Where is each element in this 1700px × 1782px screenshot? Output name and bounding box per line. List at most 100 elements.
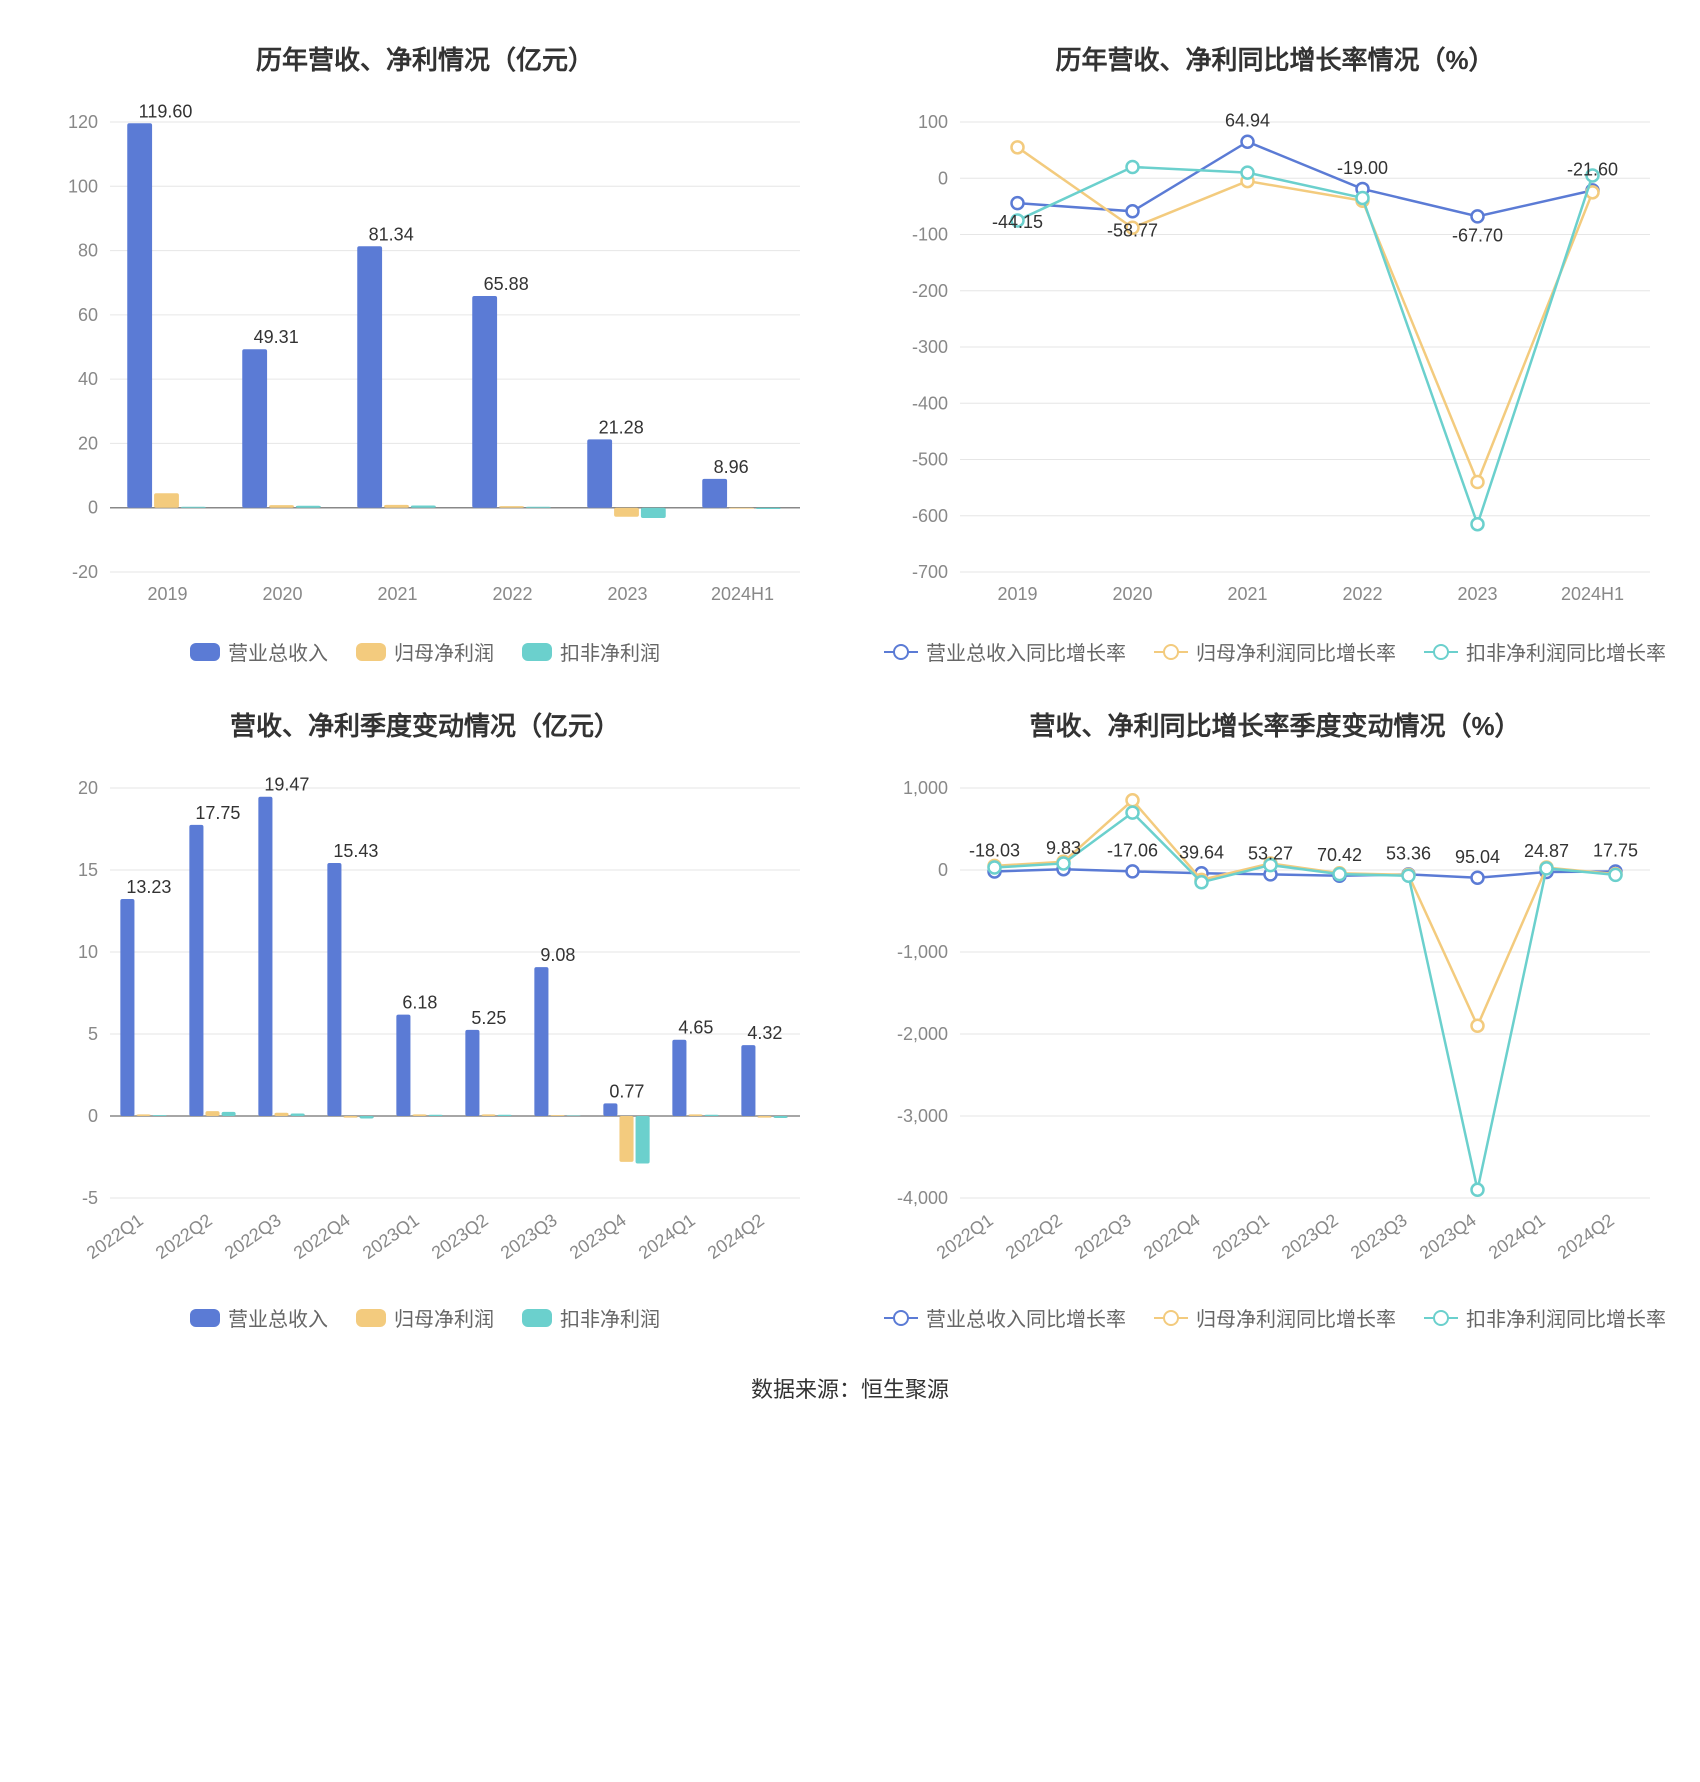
legend-item: 归母净利润 xyxy=(356,637,494,666)
svg-text:9.83: 9.83 xyxy=(1046,838,1081,858)
svg-text:-67.70: -67.70 xyxy=(1452,225,1503,245)
svg-text:0: 0 xyxy=(938,860,948,880)
legend-swatch xyxy=(190,643,220,661)
chart2-canvas: -700-600-500-400-300-200-1000100-44.15-5… xyxy=(880,102,1670,622)
svg-text:2024Q1: 2024Q1 xyxy=(1485,1210,1549,1263)
svg-text:2024Q2: 2024Q2 xyxy=(704,1210,768,1263)
chart3-canvas: -50510152013.2317.7519.4715.436.185.259.… xyxy=(30,768,820,1288)
svg-text:2020: 2020 xyxy=(1112,584,1152,604)
panel-quarterly-revenue: 营收、净利季度变动情况（亿元） -50510152013.2317.7519.4… xyxy=(30,706,820,1332)
svg-text:2023: 2023 xyxy=(607,584,647,604)
svg-text:0: 0 xyxy=(88,498,98,518)
svg-text:0: 0 xyxy=(88,1106,98,1126)
legend-item: 扣非净利润 xyxy=(522,1303,660,1332)
svg-text:120: 120 xyxy=(68,112,98,132)
svg-text:2022Q3: 2022Q3 xyxy=(1071,1210,1135,1263)
svg-text:-1,000: -1,000 xyxy=(897,942,948,962)
svg-text:60: 60 xyxy=(78,305,98,325)
legend-swatch xyxy=(522,1309,552,1327)
legend-item: 扣非净利润同比增长率 xyxy=(1424,637,1666,666)
chart4-canvas: -4,000-3,000-2,000-1,00001,000-18.039.83… xyxy=(880,768,1670,1288)
legend-item: 归母净利润同比增长率 xyxy=(1154,1303,1396,1332)
legend-label: 营业总收入 xyxy=(228,1303,328,1332)
svg-text:-44.15: -44.15 xyxy=(992,212,1043,232)
svg-text:2024Q2: 2024Q2 xyxy=(1554,1210,1618,1263)
legend-item: 扣非净利润 xyxy=(522,637,660,666)
svg-text:2023Q1: 2023Q1 xyxy=(359,1210,423,1263)
svg-text:19.47: 19.47 xyxy=(264,775,309,795)
chart1-title: 历年营收、净利情况（亿元） xyxy=(30,40,820,77)
svg-text:2022Q2: 2022Q2 xyxy=(1002,1210,1066,1263)
svg-text:-21.60: -21.60 xyxy=(1567,159,1618,179)
legend-label: 营业总收入 xyxy=(228,637,328,666)
chart3-title: 营收、净利季度变动情况（亿元） xyxy=(30,706,820,743)
svg-text:53.27: 53.27 xyxy=(1248,843,1293,863)
svg-text:2024H1: 2024H1 xyxy=(1561,584,1624,604)
svg-text:39.64: 39.64 xyxy=(1179,842,1224,862)
chart4-legend: 营业总收入同比增长率归母净利润同比增长率扣非净利润同比增长率 xyxy=(880,1303,1670,1332)
legend-swatch xyxy=(1424,1317,1458,1319)
legend-swatch xyxy=(522,643,552,661)
svg-text:0: 0 xyxy=(938,168,948,188)
svg-text:-20: -20 xyxy=(72,562,98,582)
legend-label: 归母净利润 xyxy=(394,637,494,666)
svg-text:10: 10 xyxy=(78,942,98,962)
legend-swatch xyxy=(1154,651,1188,653)
svg-text:2022Q4: 2022Q4 xyxy=(290,1210,354,1263)
svg-text:24.87: 24.87 xyxy=(1524,841,1569,861)
chart-grid: 历年营收、净利情况（亿元） -20020406080100120119.6049… xyxy=(30,40,1670,1332)
svg-text:15.43: 15.43 xyxy=(333,841,378,861)
svg-text:8.96: 8.96 xyxy=(714,457,749,477)
legend-label: 归母净利润 xyxy=(394,1303,494,1332)
svg-text:40: 40 xyxy=(78,369,98,389)
legend-swatch xyxy=(884,651,918,653)
panel-quarterly-growth: 营收、净利同比增长率季度变动情况（%） -4,000 -3,000 -2,000 -1… xyxy=(880,706,1670,1332)
legend-swatch xyxy=(1154,1317,1188,1319)
svg-text:5: 5 xyxy=(88,1024,98,1044)
legend-label: 扣非净利润同比增长率 xyxy=(1466,637,1666,666)
legend-swatch xyxy=(356,643,386,661)
svg-text:17.75: 17.75 xyxy=(1593,840,1638,860)
svg-text:2023Q4: 2023Q4 xyxy=(566,1210,630,1263)
data-source-footer: 数据来源：恒生聚源 xyxy=(30,1372,1670,1404)
svg-text:80: 80 xyxy=(78,241,98,261)
legend-swatch xyxy=(884,1317,918,1319)
svg-text:-18.03: -18.03 xyxy=(969,840,1020,860)
svg-text:5.25: 5.25 xyxy=(471,1008,506,1028)
svg-text:2022Q3: 2022Q3 xyxy=(221,1210,285,1263)
svg-text:17.75: 17.75 xyxy=(195,803,240,823)
legend-label: 归母净利润同比增长率 xyxy=(1196,637,1396,666)
legend-item: 归母净利润 xyxy=(356,1303,494,1332)
svg-text:4.32: 4.32 xyxy=(747,1023,782,1043)
svg-text:6.18: 6.18 xyxy=(402,993,437,1013)
svg-text:2024Q1: 2024Q1 xyxy=(635,1210,699,1263)
svg-text:2019: 2019 xyxy=(147,584,187,604)
svg-text:53.36: 53.36 xyxy=(1386,843,1431,863)
legend-item: 营业总收入同比增长率 xyxy=(884,1303,1126,1332)
legend-label: 营业总收入同比增长率 xyxy=(926,637,1126,666)
legend-item: 营业总收入 xyxy=(190,637,328,666)
svg-text:64.94: 64.94 xyxy=(1225,111,1270,131)
svg-text:9.08: 9.08 xyxy=(540,945,575,965)
svg-text:2022Q2: 2022Q2 xyxy=(152,1210,216,1263)
svg-text:-4,000: -4,000 xyxy=(897,1188,948,1208)
svg-text:2024H1: 2024H1 xyxy=(711,584,774,604)
svg-text:-17.06: -17.06 xyxy=(1107,840,1158,860)
svg-text:13.23: 13.23 xyxy=(126,877,171,897)
svg-text:49.31: 49.31 xyxy=(254,327,299,347)
legend-label: 扣非净利润 xyxy=(560,637,660,666)
svg-text:119.60: 119.60 xyxy=(139,102,193,121)
chart4-title: 营收、净利同比增长率季度变动情况（%） xyxy=(880,706,1670,743)
legend-item: 扣非净利润同比增长率 xyxy=(1424,1303,1666,1332)
svg-text:-2,000: -2,000 xyxy=(897,1024,948,1044)
svg-text:2019: 2019 xyxy=(997,584,1037,604)
legend-swatch xyxy=(1424,651,1458,653)
svg-text:0.77: 0.77 xyxy=(609,1081,644,1101)
svg-text:-300: -300 xyxy=(912,337,948,357)
chart2-title: 历年营收、净利同比增长率情况（%） xyxy=(880,40,1670,77)
legend-item: 营业总收入 xyxy=(190,1303,328,1332)
svg-text:100: 100 xyxy=(68,176,98,196)
svg-text:-58.77: -58.77 xyxy=(1107,220,1158,240)
chart1-canvas: -20020406080100120119.6049.3181.3465.882… xyxy=(30,102,820,622)
svg-text:-3,000: -3,000 xyxy=(897,1106,948,1126)
